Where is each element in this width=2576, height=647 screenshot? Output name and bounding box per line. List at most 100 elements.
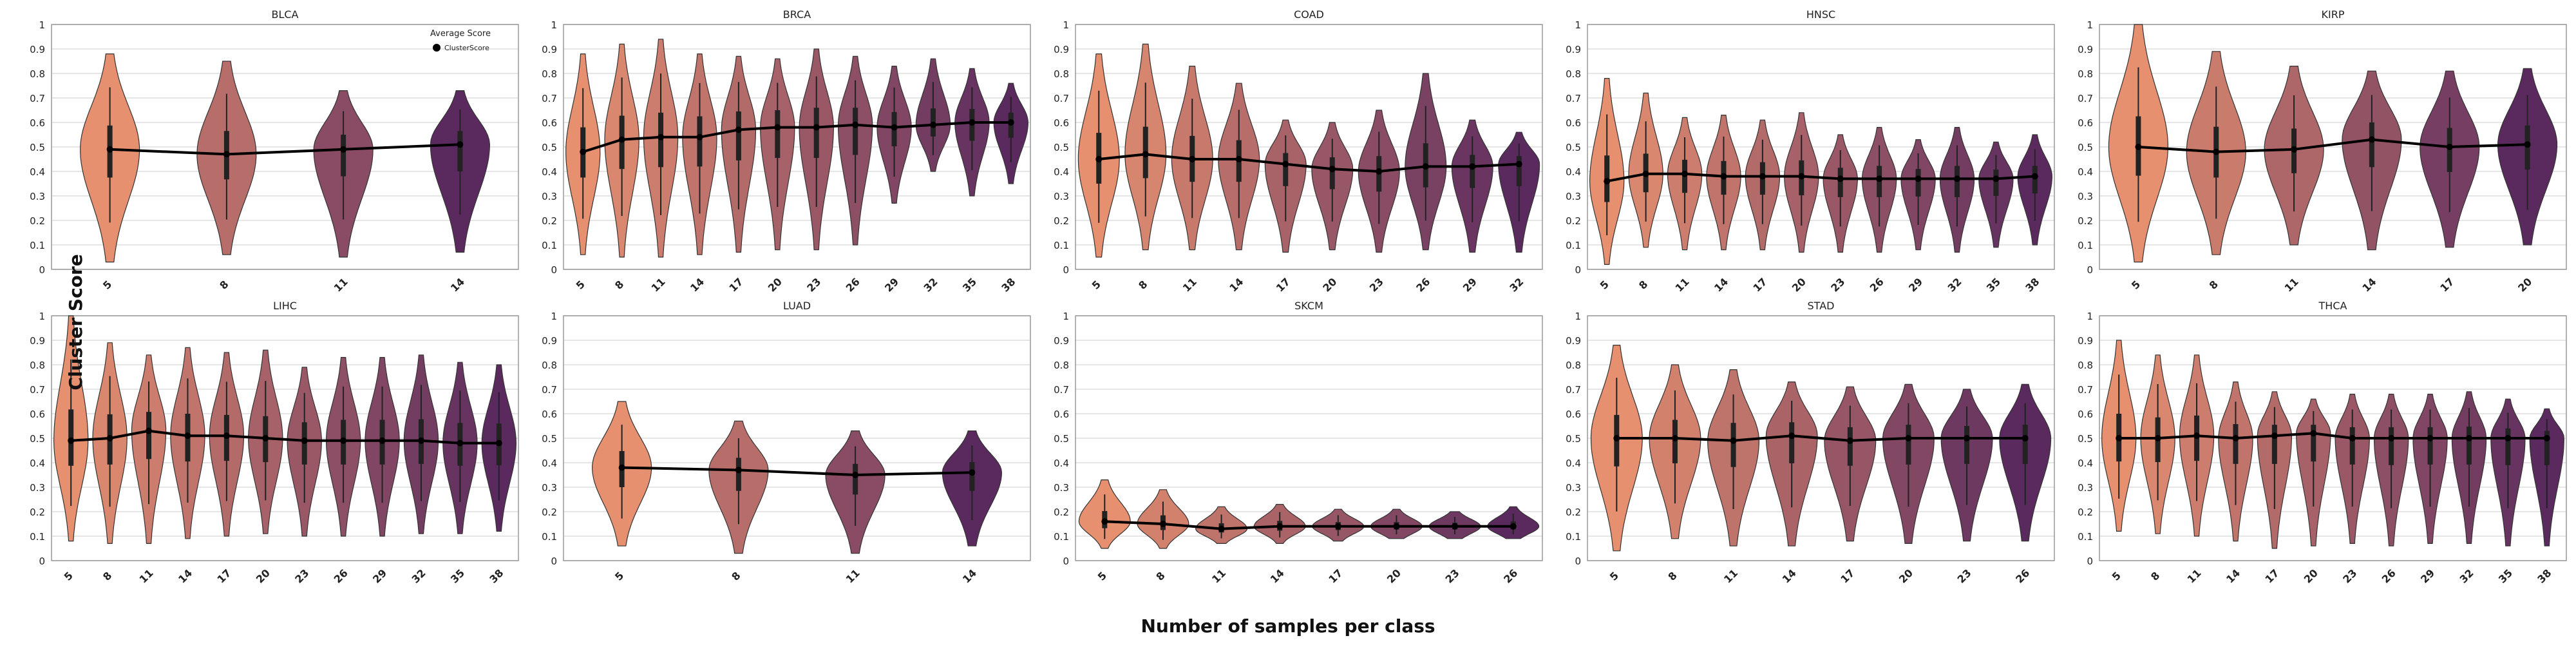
y-tick-label: 0.9 xyxy=(1054,44,1069,55)
legend-marker xyxy=(433,44,440,52)
x-tick-label: 14 xyxy=(1227,276,1245,295)
x-tick-label: 20 xyxy=(2302,567,2320,586)
y-tick-label: 0 xyxy=(1575,264,1581,276)
mean-point xyxy=(1422,163,1429,170)
x-tick-label: 35 xyxy=(448,567,467,586)
panel-title: BLCA xyxy=(271,8,298,21)
y-tick-label: 1 xyxy=(551,19,557,31)
iqr-box xyxy=(853,108,858,155)
mean-point xyxy=(1329,166,1336,173)
x-tick-label: 8 xyxy=(2207,278,2221,291)
iqr-box xyxy=(1789,422,1795,463)
y-tick-label: 0.2 xyxy=(1054,215,1069,227)
panel-frame xyxy=(51,315,519,561)
y-tick-label: 0 xyxy=(1575,555,1581,567)
iqr-box xyxy=(457,131,463,171)
y-tick-label: 1 xyxy=(39,311,45,322)
y-tick-label: 0.4 xyxy=(1566,166,1581,178)
x-tick-label: 35 xyxy=(960,276,979,295)
mean-point xyxy=(1510,523,1517,530)
mean-point xyxy=(2505,435,2512,441)
mean-point xyxy=(1282,160,1289,168)
y-tick-label: 0.9 xyxy=(1566,335,1581,347)
x-tick-label: 23 xyxy=(1828,276,1847,295)
mean-line xyxy=(621,466,972,477)
y-tick-label: 0.3 xyxy=(1054,482,1069,494)
mean-point xyxy=(2543,435,2550,441)
x-tick-label: 26 xyxy=(2380,567,2398,586)
iqr-box xyxy=(2505,428,2511,465)
y-tick-label: 1 xyxy=(551,311,557,322)
y-tick-label: 1 xyxy=(2087,19,2093,31)
x-tick-label: 8 xyxy=(1153,569,1167,583)
y-tick-label: 0.8 xyxy=(2078,360,2093,371)
y-tick-label: 0.1 xyxy=(30,240,45,251)
y-tick-label: 0.8 xyxy=(1566,360,1581,371)
iqr-box xyxy=(1993,169,1999,196)
panel-blca: 0 0.1 0.2 0.3 0.4 0.5 0.6 0.7 0.8 0.9 1 BLCA 5 8 11 14 A… xyxy=(30,8,519,295)
panel-title: THCA xyxy=(2318,300,2347,312)
iqr-box xyxy=(813,108,819,159)
x-tick-label: 38 xyxy=(2535,567,2553,586)
y-tick-label: 0.7 xyxy=(1054,384,1069,396)
x-tick-label: 20 xyxy=(1385,567,1403,586)
mean-point xyxy=(1007,119,1014,126)
mean-point xyxy=(2291,146,2298,153)
x-tick-label: 29 xyxy=(1461,276,1479,295)
mean-point xyxy=(1189,156,1196,162)
panel-lihc: 0 0.1 0.2 0.3 0.4 0.5 0.6 0.7 0.8 0.9 1 LIHC 5 8 11 14 1… xyxy=(30,300,519,586)
iqr-box xyxy=(735,458,741,491)
x-tick-label: 20 xyxy=(766,276,784,295)
mean-point xyxy=(2031,173,2038,180)
mean-point xyxy=(2446,144,2453,150)
mean-point xyxy=(2388,435,2395,441)
x-tick-label: 32 xyxy=(921,276,940,295)
mean-point xyxy=(2154,435,2161,441)
mean-point xyxy=(2193,432,2201,439)
y-tick-label: 0 xyxy=(551,555,557,567)
x-tick-label: 14 xyxy=(1780,567,1799,586)
x-tick-label: 26 xyxy=(844,276,862,295)
iqr-box xyxy=(969,462,975,491)
y-tick-label: 0.4 xyxy=(542,458,557,469)
y-tick-label: 0.4 xyxy=(1054,166,1069,178)
x-tick-label: 5 xyxy=(2110,569,2123,583)
x-tick-label: 29 xyxy=(2418,567,2437,586)
x-tick-label: 23 xyxy=(804,276,823,295)
iqr-box xyxy=(1837,168,1843,197)
y-tick-label: 0.1 xyxy=(2078,240,2093,251)
y-tick-label: 0.3 xyxy=(30,191,45,202)
mean-line xyxy=(109,143,460,156)
x-tick-label: 17 xyxy=(726,276,745,295)
y-tick-label: 0 xyxy=(2087,264,2093,276)
x-tick-label: 20 xyxy=(1897,567,1915,586)
x-tick-label: 32 xyxy=(1507,276,1526,295)
y-tick-label: 0.9 xyxy=(1054,335,1069,347)
mean-point xyxy=(1142,151,1149,158)
x-tick-label: 11 xyxy=(137,567,156,586)
x-axis-label: Number of samples per class xyxy=(1141,615,1435,637)
mean-point xyxy=(1376,168,1383,175)
y-tick-label: 0.4 xyxy=(30,166,45,178)
y-tick-label: 0.6 xyxy=(1566,117,1581,129)
mean-point xyxy=(2310,430,2317,437)
iqr-box xyxy=(1730,423,1736,467)
y-tick-label: 0.7 xyxy=(1054,93,1069,104)
x-tick-label: 5 xyxy=(1090,278,1103,291)
y-tick-label: 0.3 xyxy=(1566,482,1581,494)
mean-point xyxy=(2349,435,2356,441)
y-tick-label: 0.9 xyxy=(542,335,557,347)
y-tick-label: 0.6 xyxy=(30,409,45,420)
x-tick-label: 14 xyxy=(960,567,979,586)
x-tick-label: 23 xyxy=(2340,567,2359,586)
y-tick-label: 0.8 xyxy=(30,360,45,371)
mean-point xyxy=(1964,435,1971,441)
x-tick-label: 17 xyxy=(2438,276,2456,295)
mean-point xyxy=(1720,173,1727,180)
mean-point xyxy=(735,126,742,133)
mean-line xyxy=(1104,520,1513,530)
mean-point xyxy=(2368,136,2375,143)
x-tick-label: 26 xyxy=(332,567,350,586)
x-tick-label: 8 xyxy=(729,569,743,583)
